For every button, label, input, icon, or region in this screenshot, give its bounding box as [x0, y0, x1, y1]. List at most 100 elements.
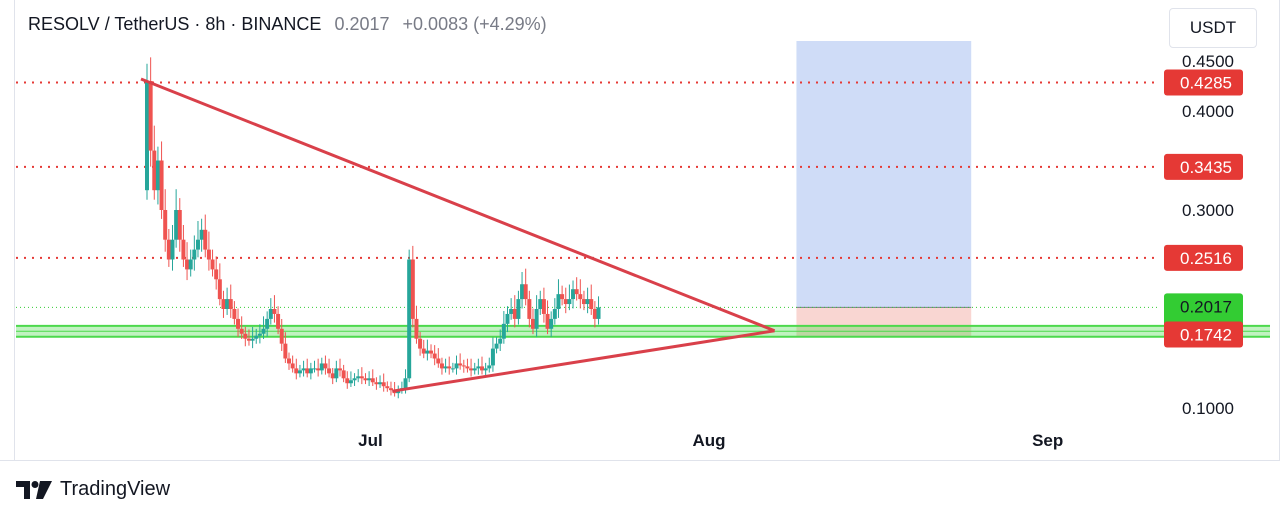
- candle-119: [578, 294, 583, 300]
- candle-84: [450, 368, 455, 370]
- candle-124: [596, 307, 601, 319]
- candle-47: [316, 368, 321, 371]
- candle-76: [421, 348, 426, 354]
- candle-93: [483, 368, 488, 371]
- x-tick-label-sep: Sep: [1032, 431, 1063, 450]
- candle-79: [432, 353, 437, 359]
- y-tick-label: 0.1000: [1182, 399, 1234, 418]
- candle-56: [348, 380, 353, 384]
- candle-32: [261, 328, 266, 334]
- y-tick-label: 0.3000: [1182, 201, 1234, 220]
- currency-button[interactable]: USDT: [1169, 8, 1257, 48]
- footer-divider: [0, 460, 1280, 461]
- candle-109: [541, 299, 546, 314]
- candle-102: [516, 299, 521, 319]
- tradingview-logo-icon: [16, 480, 52, 499]
- candle-111: [549, 318, 554, 329]
- candle-83: [447, 366, 452, 369]
- y-tick-label: 0.4500: [1182, 52, 1234, 71]
- candle-19: [214, 269, 219, 280]
- candle-0: [145, 81, 149, 191]
- candle-97: [498, 338, 503, 344]
- candle-72: [407, 259, 412, 379]
- candle-107: [534, 309, 539, 329]
- candle-71: [403, 378, 408, 389]
- candle-86: [458, 363, 463, 366]
- candle-117: [571, 289, 576, 300]
- candle-30: [254, 335, 259, 339]
- candle-113: [556, 294, 561, 309]
- candle-51: [330, 373, 335, 379]
- candle-60: [363, 378, 368, 381]
- price-tag-label: 0.2017: [1180, 297, 1232, 316]
- candle-116: [567, 299, 572, 305]
- price-tag-level: [1164, 153, 1243, 180]
- candle-110: [545, 313, 550, 329]
- candle-26: [239, 328, 244, 334]
- price-tag-label: 0.4285: [1180, 74, 1232, 93]
- price-chart[interactable]: Jul Aug Sep 0.4500 0.4000 0.3000 0.1000 0.4285 0…: [0, 0, 1280, 460]
- candle-40: [290, 363, 295, 369]
- candle-115: [563, 299, 568, 305]
- y-tick-label: 0.4000: [1182, 102, 1234, 121]
- candle-96: [494, 343, 499, 349]
- candle-122: [589, 299, 594, 309]
- symbol-title: RESOLV / TetherUS · 8h · BINANCE: [28, 14, 322, 34]
- price-tag-level: [1164, 244, 1243, 271]
- candle-65: [381, 382, 386, 387]
- candle-28: [246, 338, 251, 341]
- candle-6: [166, 239, 171, 260]
- candle-29: [250, 338, 255, 341]
- candle-46: [312, 368, 317, 370]
- candle-35: [272, 309, 277, 314]
- candle-81: [439, 363, 444, 369]
- stop-zone: [796, 307, 972, 337]
- footer: TradingView: [16, 478, 170, 501]
- price-tag-label: 0.3435: [1180, 158, 1232, 177]
- candle-82: [443, 366, 448, 369]
- candle-54: [341, 370, 346, 379]
- candle-100: [509, 309, 514, 314]
- candle-78: [429, 350, 434, 354]
- candle-9: [177, 210, 182, 240]
- candle-5: [163, 210, 168, 240]
- candle-17: [206, 249, 211, 260]
- candle-22: [225, 299, 230, 309]
- candle-88: [465, 366, 470, 369]
- candle-99: [505, 313, 510, 324]
- candle-8: [174, 210, 179, 240]
- candle-67: [388, 388, 393, 391]
- candle-43: [301, 368, 306, 371]
- candle-45: [308, 368, 313, 374]
- candle-77: [425, 350, 430, 354]
- brand-name: TradingView: [60, 478, 171, 500]
- candle-105: [527, 299, 532, 319]
- candle-38: [283, 343, 288, 359]
- candle-23: [228, 299, 233, 309]
- candle-87: [461, 365, 466, 367]
- candle-3: [155, 160, 160, 191]
- candle-37: [279, 328, 284, 344]
- candle-108: [538, 299, 543, 309]
- candle-14: [195, 239, 200, 250]
- candle-73: [410, 259, 415, 319]
- candle-11: [185, 259, 190, 270]
- candle-85: [454, 363, 459, 369]
- candle-1: [148, 81, 153, 151]
- candle-92: [480, 366, 484, 371]
- candle-49: [323, 363, 328, 369]
- candle-91: [476, 366, 481, 369]
- candle-58: [356, 376, 361, 379]
- candle-94: [487, 365, 492, 369]
- x-tick-label-aug: Aug: [693, 431, 726, 450]
- symbol-legend: RESOLV / TetherUS · 8h · BINANCE 0.2017 …: [28, 14, 547, 35]
- candle-36: [276, 313, 281, 329]
- candle-20: [217, 279, 222, 300]
- candle-44: [305, 368, 310, 374]
- candle-101: [512, 309, 517, 319]
- candle-16: [203, 229, 208, 250]
- candle-48: [319, 363, 324, 371]
- candle-21: [221, 299, 226, 309]
- candle-64: [378, 382, 383, 385]
- candle-104: [523, 284, 528, 300]
